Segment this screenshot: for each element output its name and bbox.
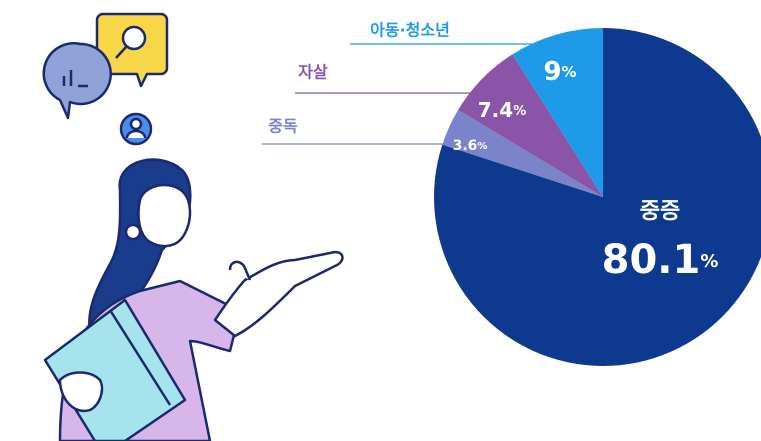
category-label: 자살 (298, 63, 328, 82)
pie (434, 28, 761, 366)
category-label: 아동·청소년 (370, 21, 450, 40)
value-unit: % (513, 104, 526, 119)
value-label: 3.6% (453, 138, 488, 154)
value-number: 7.4 (478, 98, 513, 122)
category-label: 중증 (640, 199, 680, 224)
value-number: 80.1 (602, 237, 701, 283)
value-number: 3.6 (453, 138, 478, 154)
value-unit: % (700, 251, 718, 272)
value-number: 9 (543, 57, 561, 87)
category-label: 중독 (268, 117, 298, 136)
chart: 80.1% 중증 3.6% 중독 7.4% 자살 9% 아동·청소년 (0, 0, 761, 441)
value-unit: % (562, 63, 577, 81)
value-unit: % (477, 141, 487, 152)
